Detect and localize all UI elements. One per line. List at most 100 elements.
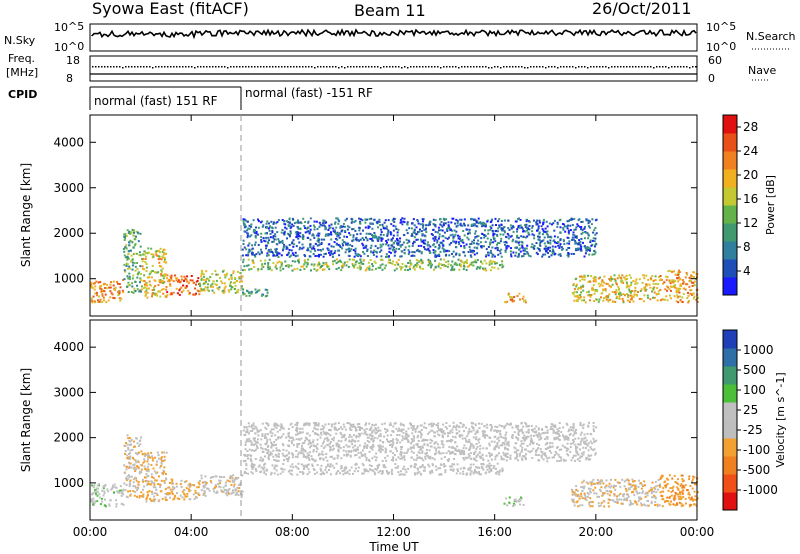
echo-cell	[260, 268, 263, 271]
echo-cell	[124, 256, 127, 259]
echo-cell	[216, 287, 219, 290]
echo-cell	[303, 263, 306, 266]
echo-cell	[330, 250, 333, 253]
echo-cell	[267, 263, 270, 266]
echo-cell	[243, 218, 246, 221]
echo-cell	[390, 239, 393, 242]
echo-cell	[616, 277, 619, 280]
echo-cell	[563, 223, 566, 226]
freq-dot	[113, 66, 115, 68]
echo-cell	[340, 229, 343, 232]
echo-cell	[242, 239, 245, 242]
echo-cell	[318, 452, 321, 455]
echo-cell	[250, 460, 253, 463]
echo-cell	[255, 226, 257, 229]
echo-cell	[180, 286, 183, 289]
echo-cell	[146, 291, 149, 294]
echo-cell	[450, 264, 453, 267]
echo-cell	[442, 224, 445, 227]
echo-cell	[283, 243, 286, 246]
echo-cell	[345, 248, 348, 251]
echo-cell	[385, 448, 388, 451]
echo-cell	[567, 255, 570, 258]
echo-cell	[335, 462, 338, 465]
echo-cell	[261, 468, 264, 471]
echo-cell	[479, 221, 482, 224]
echo-cell	[176, 277, 179, 280]
echo-cell	[232, 272, 235, 275]
echo-cell	[148, 273, 151, 276]
echo-cell	[302, 472, 305, 475]
echo-cell	[443, 258, 446, 261]
echo-cell	[274, 422, 276, 425]
echo-cell	[478, 267, 481, 269]
echo-cell	[630, 298, 633, 301]
echo-cell	[453, 263, 456, 266]
echo-cell	[102, 494, 105, 497]
echo-cell	[338, 254, 341, 257]
echo-cell	[451, 431, 454, 434]
echo-cell	[118, 283, 121, 285]
echo-cell	[663, 281, 666, 284]
echo-cell	[248, 224, 251, 227]
echo-cell	[473, 219, 475, 222]
echo-cell	[397, 263, 400, 266]
echo-cell	[620, 277, 623, 279]
echo-cell	[491, 224, 494, 227]
echo-cell	[217, 482, 220, 485]
freq-dot	[626, 66, 628, 68]
echo-cell	[407, 239, 410, 242]
echo-cell	[331, 455, 333, 458]
echo-cell	[168, 278, 171, 281]
echo-cell	[396, 231, 399, 234]
echo-cell	[362, 464, 365, 467]
echo-cell	[441, 229, 444, 232]
echo-cell	[267, 254, 270, 257]
echo-cell	[134, 452, 137, 455]
echo-cell	[463, 234, 466, 237]
echo-cell	[693, 295, 696, 298]
echo-cell	[127, 457, 130, 460]
echo-cell	[357, 254, 360, 257]
freq-dot	[449, 66, 451, 68]
echo-cell	[450, 269, 453, 272]
echo-cell	[291, 463, 294, 466]
echo-cell	[479, 241, 482, 244]
echo-cell	[197, 492, 200, 495]
echo-cell	[444, 265, 447, 268]
echo-cell	[163, 481, 166, 484]
echo-cell	[156, 254, 159, 257]
echo-cell	[298, 261, 300, 264]
echo-cell	[394, 466, 397, 469]
echo-cell	[587, 246, 590, 249]
echo-cell	[341, 239, 344, 242]
echo-cell	[386, 440, 389, 443]
echo-cell	[427, 224, 430, 227]
echo-cell	[297, 462, 300, 465]
echo-cell	[327, 234, 330, 237]
echo-cell	[303, 454, 306, 457]
echo-cell	[445, 250, 448, 253]
echo-cell	[574, 454, 577, 457]
echo-cell	[150, 473, 153, 476]
echo-cell	[504, 250, 507, 253]
echo-cell	[320, 241, 323, 244]
echo-cell	[102, 487, 105, 490]
freq-dot	[395, 66, 397, 68]
echo-cell	[498, 218, 501, 221]
echo-cell	[401, 456, 404, 459]
echo-cell	[257, 269, 260, 272]
echo-cell	[507, 444, 510, 447]
echo-cell	[275, 243, 278, 246]
echo-cell	[379, 266, 382, 269]
echo-cell	[322, 220, 325, 223]
echo-cell	[331, 438, 334, 441]
echo-cell	[154, 498, 157, 501]
echo-cell	[314, 249, 317, 252]
echo-cell	[524, 448, 526, 451]
echo-cell	[425, 227, 427, 230]
echo-cell	[280, 254, 283, 257]
echo-cell	[405, 452, 408, 454]
echo-cell	[260, 232, 263, 235]
echo-cell	[577, 247, 579, 250]
